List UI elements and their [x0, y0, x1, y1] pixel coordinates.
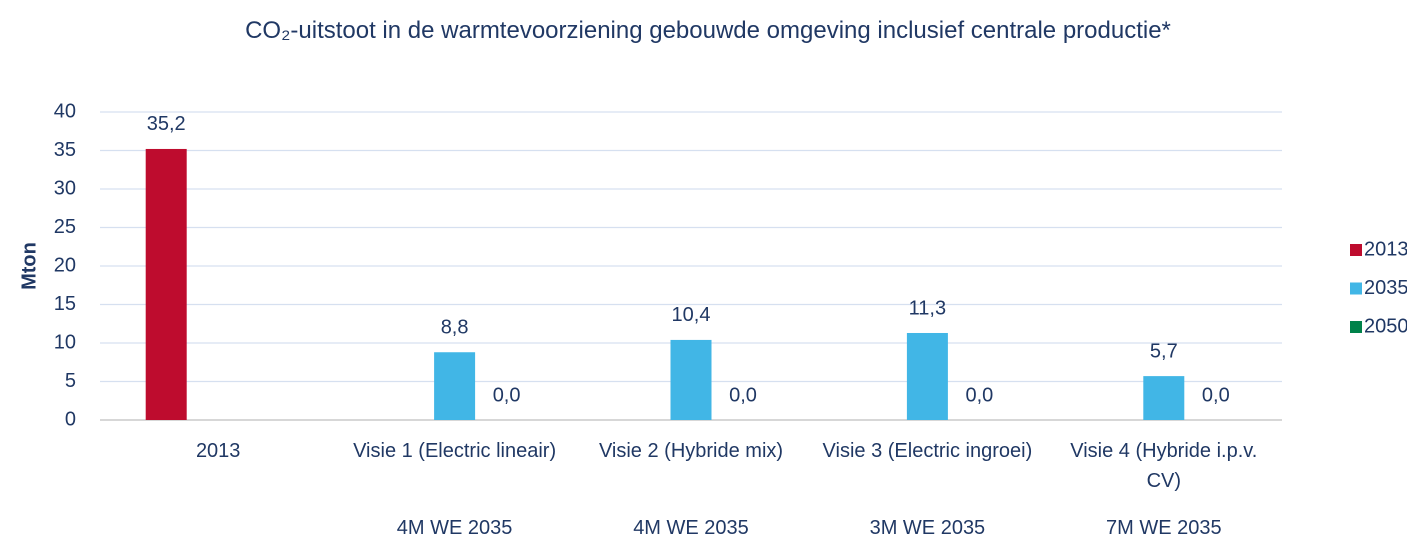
y-tick-label: 35 [54, 139, 76, 161]
data-label: 11,3 [909, 297, 946, 319]
data-label: 0,0 [1202, 384, 1230, 406]
data-label: 0,0 [965, 384, 993, 406]
chart-title: CO₂-uitstoot in de warmtevoorziening geb… [245, 17, 1171, 44]
y-tick-label: 10 [54, 331, 76, 353]
bar [906, 332, 948, 420]
y-tick-label: 0 [65, 408, 76, 430]
y-tick-label: 20 [54, 254, 76, 276]
y-tick-label: 25 [54, 216, 76, 238]
legend-label: 2035 [1364, 277, 1407, 299]
y-tick-label: 40 [54, 100, 76, 122]
y-axis-label: Mton [18, 242, 40, 290]
legend-swatch [1350, 321, 1362, 333]
bar [145, 148, 187, 420]
data-label: 0,0 [493, 384, 521, 406]
y-tick-label: 5 [65, 370, 76, 392]
x-sub-label: 3M WE 2035 [869, 517, 986, 539]
bar [1143, 376, 1185, 420]
legend-label: 2050 [1364, 315, 1407, 337]
x-tick-label: Visie 4 (Hybride i.p.v. CV) [1070, 440, 1258, 492]
data-label: 35,2 [147, 113, 186, 135]
y-tick-label: 30 [54, 177, 76, 199]
x-sub-label: 4M WE 2035 [396, 517, 513, 539]
y-tick-label: 15 [54, 293, 76, 315]
x-tick-label: 2013 [195, 440, 241, 462]
legend-swatch [1350, 282, 1362, 295]
legend-label: 2013 [1364, 238, 1407, 260]
x-sub-label: 7M WE 2035 [1105, 517, 1222, 539]
x-tick-label: Visie 1 (Electric lineair) [353, 440, 557, 462]
data-label: 0,0 [729, 384, 757, 406]
data-label: 5,7 [1150, 340, 1178, 362]
x-tick-label: Visie 3 (Electric ingroei) [822, 440, 1033, 462]
data-label: 10,4 [672, 304, 711, 326]
bar [434, 352, 476, 420]
legend-swatch [1350, 244, 1362, 256]
x-tick-label: Visie 2 (Hybride mix) [598, 440, 784, 462]
x-sub-label: 4M WE 2035 [633, 517, 749, 539]
bar [670, 339, 712, 420]
data-label: 8,8 [441, 317, 469, 339]
